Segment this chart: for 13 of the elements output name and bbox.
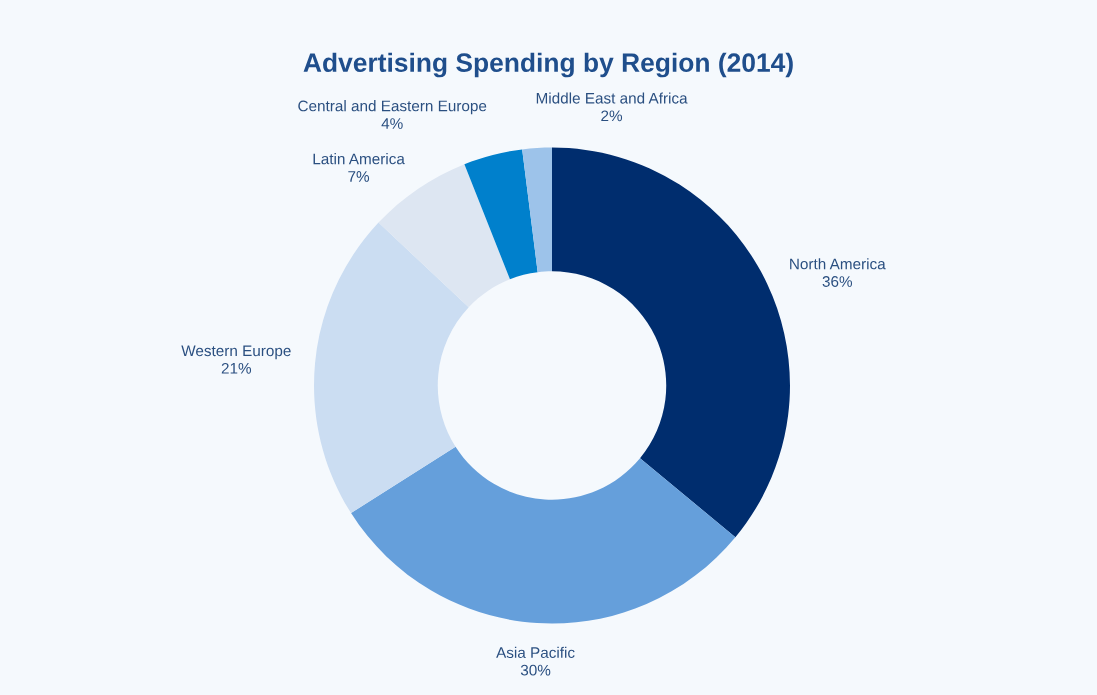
- data-label: 21%: [221, 362, 252, 374]
- slice-label: Asia Pacific: [496, 646, 575, 659]
- data-label: 36%: [822, 276, 853, 287]
- data-label: 2%: [601, 110, 623, 122]
- data-label: 4%: [381, 118, 403, 129]
- slice-label: Middle East and Africa: [536, 92, 688, 104]
- data-label: 7%: [348, 171, 370, 182]
- slice-label: Latin America: [313, 153, 405, 165]
- slice-label: North America: [790, 258, 886, 270]
- data-label: 30%: [520, 664, 551, 676]
- slice-label: Western Europe: [181, 345, 291, 360]
- slice-label: Central and Eastern Europe: [298, 100, 487, 115]
- chart-title: Advertising Spending by Region (2014): [303, 52, 793, 78]
